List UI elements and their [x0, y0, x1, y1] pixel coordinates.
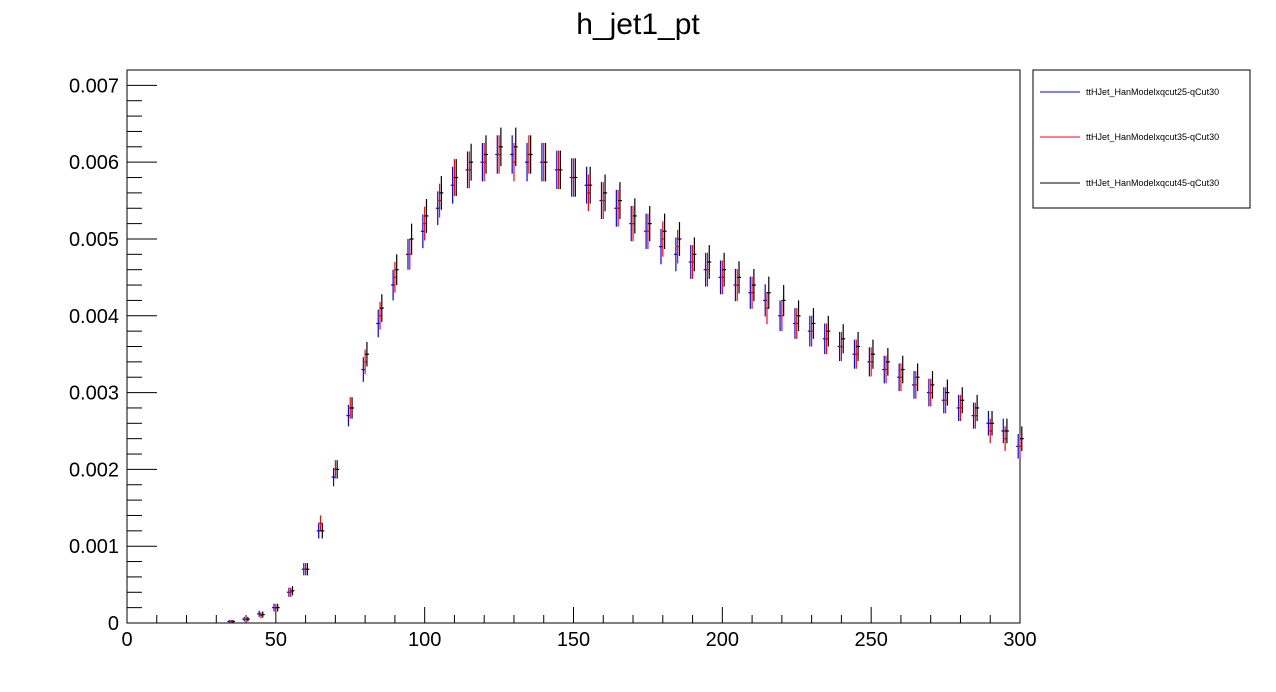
series-3: [230, 127, 1024, 623]
legend-label: ttHJet_HanModelxqcut45-qCut30: [1086, 178, 1219, 188]
y-tick-label: 0.002: [69, 459, 119, 481]
series-layer: [227, 127, 1024, 623]
x-tick-label: 250: [854, 629, 887, 651]
legend-label: ttHJet_HanModelxqcut35-qCut30: [1086, 132, 1219, 142]
x-tick-label: 200: [706, 629, 739, 651]
x-tick-label: 50: [265, 629, 287, 651]
y-tick-label: 0.001: [69, 536, 119, 558]
y-tick-label: 0.007: [69, 75, 119, 97]
plot-frame: [126, 69, 1021, 624]
legend-label: ttHJet_HanModelxqcut25-qCut30: [1086, 87, 1219, 97]
y-tick-label: 0.005: [69, 229, 119, 251]
legend-box: [1032, 69, 1251, 209]
x-axis: 0 50 100 150 200 250 300: [121, 607, 1037, 651]
chart-title: h_jet1_pt: [576, 8, 700, 41]
x-tick-label: 300: [1003, 629, 1036, 651]
y-tick-label: 0: [108, 613, 119, 635]
x-tick-label: 0: [121, 629, 132, 651]
series-2: [229, 135, 1022, 623]
y-tick-label: 0.003: [69, 383, 119, 405]
x-tick-label: 150: [557, 629, 590, 651]
legend: ttHJet_HanModelxqcut25-qCut30 ttHJet_HanM…: [1032, 69, 1251, 209]
x-tick-label: 100: [408, 629, 441, 651]
y-axis: 0 0.001 0.002 0.003 0.004 0.005 0.006 0.007: [69, 69, 157, 635]
y-tick-label: 0.004: [69, 306, 119, 328]
y-tick-label: 0.006: [69, 152, 119, 174]
